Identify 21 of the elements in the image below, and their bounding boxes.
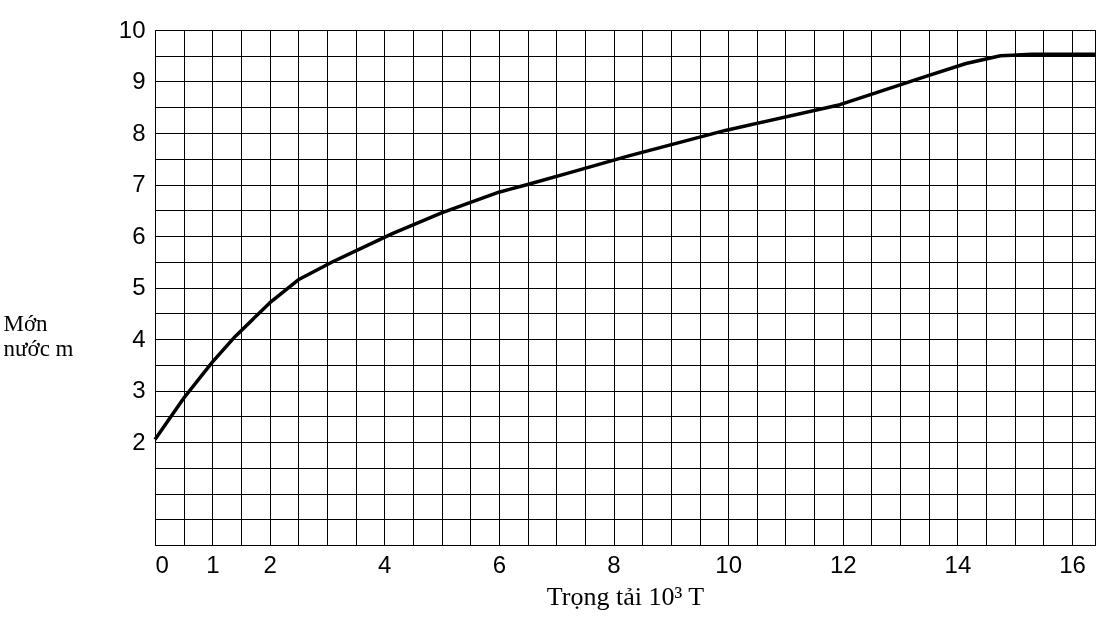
x-tick-label: 12 — [829, 550, 857, 578]
y-tick-label: 5 — [132, 273, 146, 300]
y-tick-label: 4 — [132, 324, 146, 352]
y-tick-label: 10 — [118, 15, 146, 43]
x-tick-label: 10 — [715, 550, 743, 578]
x-tick-label: 14 — [944, 550, 972, 578]
y-tick-label: 8 — [132, 118, 146, 146]
y-tick-label: 9 — [132, 67, 146, 94]
x-tick-label: 6 — [492, 550, 507, 578]
y-tick-label: 3 — [132, 376, 146, 403]
y-tick-label: 7 — [132, 170, 146, 197]
x-tick-label: 1 — [206, 550, 220, 578]
x-tick-label: 2 — [263, 550, 277, 578]
y-tick-label: 2 — [132, 427, 146, 455]
x-tick-label: 0 — [155, 550, 169, 578]
x-axis-title: Trọng tải 10³ T — [546, 581, 705, 611]
x-tick-label: 16 — [1059, 550, 1086, 578]
x-tick-label: 4 — [378, 550, 392, 578]
y-tick-label: 6 — [132, 221, 146, 249]
x-tick-label: 8 — [607, 550, 621, 578]
y-axis-title: Mớn nước m — [3, 311, 74, 362]
